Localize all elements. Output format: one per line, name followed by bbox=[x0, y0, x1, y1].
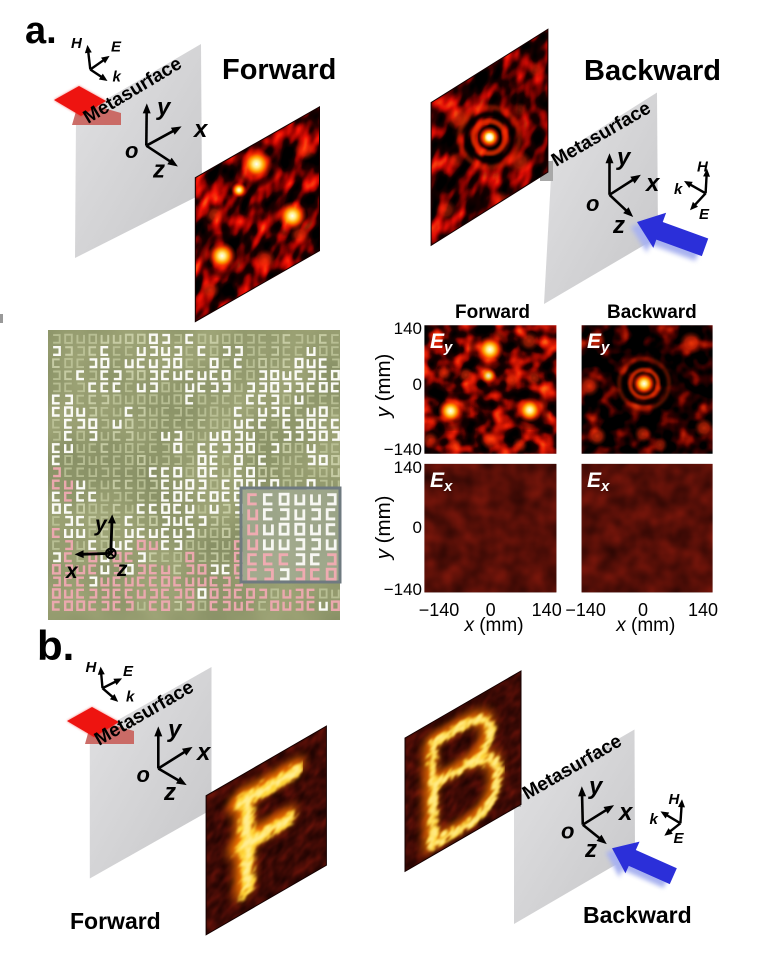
svg-text:o: o bbox=[137, 762, 150, 787]
svg-text:y (mm): y (mm) bbox=[372, 354, 395, 420]
svg-text:140: 140 bbox=[688, 600, 718, 620]
svg-text:Forward: Forward bbox=[455, 302, 530, 323]
svg-text:x (mm): x (mm) bbox=[615, 615, 675, 636]
svg-text:z: z bbox=[163, 779, 176, 806]
svg-text:y: y bbox=[94, 513, 108, 536]
svg-text:k: k bbox=[113, 69, 122, 86]
svg-text:x: x bbox=[195, 739, 212, 766]
svg-text:Backward: Backward bbox=[583, 902, 692, 928]
svg-text:k: k bbox=[126, 689, 135, 706]
svg-text:y (mm): y (mm) bbox=[372, 496, 395, 562]
svg-text:Backward: Backward bbox=[584, 55, 721, 87]
svg-text:k: k bbox=[674, 181, 683, 198]
svg-text:H: H bbox=[697, 159, 709, 176]
svg-text:−140: −140 bbox=[384, 440, 422, 459]
svg-text:x: x bbox=[644, 170, 661, 197]
svg-text:z: z bbox=[152, 157, 165, 184]
svg-text:y: y bbox=[588, 773, 604, 800]
svg-text:E: E bbox=[111, 39, 122, 56]
svg-text:o: o bbox=[561, 819, 574, 844]
svg-text:z: z bbox=[116, 558, 128, 581]
svg-text:E: E bbox=[123, 663, 134, 680]
svg-text:E: E bbox=[674, 830, 685, 847]
svg-text:0: 0 bbox=[638, 600, 648, 620]
svg-text:y: y bbox=[616, 144, 632, 171]
svg-text:a.: a. bbox=[25, 10, 57, 52]
svg-text:−140: −140 bbox=[419, 600, 460, 620]
svg-text:o: o bbox=[586, 191, 599, 216]
svg-text:z: z bbox=[612, 212, 625, 239]
svg-text:140: 140 bbox=[394, 319, 422, 338]
svg-text:y: y bbox=[156, 94, 172, 121]
svg-text:−140: −140 bbox=[384, 580, 422, 599]
svg-text:x: x bbox=[192, 116, 209, 143]
svg-text:Backward: Backward bbox=[607, 302, 697, 323]
svg-text:E: E bbox=[699, 206, 710, 223]
svg-text:z: z bbox=[584, 836, 597, 863]
svg-text:H: H bbox=[669, 791, 681, 808]
svg-text:140: 140 bbox=[394, 458, 422, 477]
svg-text:H: H bbox=[86, 659, 98, 676]
svg-text:x: x bbox=[65, 560, 79, 583]
svg-text:Forward: Forward bbox=[222, 54, 336, 86]
svg-text:0: 0 bbox=[486, 600, 496, 620]
svg-text:−140: −140 bbox=[565, 600, 606, 620]
svg-text:y: y bbox=[167, 716, 183, 743]
svg-text:x: x bbox=[617, 799, 634, 826]
svg-text:b.: b. bbox=[37, 622, 74, 669]
svg-text:x (mm): x (mm) bbox=[463, 615, 523, 636]
svg-text:0: 0 bbox=[413, 375, 422, 394]
svg-text:o: o bbox=[125, 138, 138, 163]
svg-text:0: 0 bbox=[413, 518, 422, 537]
svg-text:H: H bbox=[71, 35, 83, 52]
svg-text:Forward: Forward bbox=[70, 908, 161, 934]
svg-text:140: 140 bbox=[532, 600, 562, 620]
svg-text:k: k bbox=[650, 811, 659, 828]
